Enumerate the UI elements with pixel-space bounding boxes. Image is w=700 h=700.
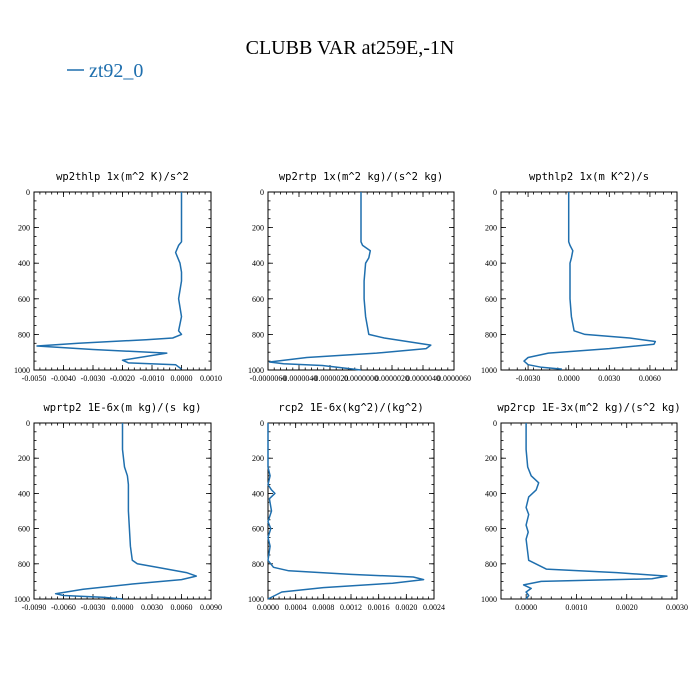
- y-tick-label: 200: [18, 454, 30, 463]
- y-tick-label: 400: [485, 489, 497, 498]
- y-tick-label: 600: [18, 525, 30, 534]
- x-tick-label: 0.0090: [200, 603, 222, 612]
- legend: zt92_0: [67, 60, 143, 82]
- legend-label: zt92_0: [89, 60, 143, 82]
- x-tick-label: -0.0030: [81, 374, 106, 383]
- x-tick-label: 0.0010: [565, 603, 587, 612]
- series-line: [268, 192, 432, 371]
- x-tick-label: -0.0030: [81, 603, 106, 612]
- x-tick-label: 0.0020: [395, 603, 417, 612]
- chart-panel: wp2rcp 1E-3x(m^2 kg)/(s^2 kg)0 200 400 600 8…: [481, 402, 688, 612]
- x-tick-label: 0.0030: [666, 603, 688, 612]
- x-tick-label: -0.0000060: [250, 374, 287, 383]
- chart-panel: wp2thlp 1x(m^2 K)/s^202004006008001000-0…: [14, 171, 222, 383]
- x-tick-label: -0.0050: [22, 374, 47, 383]
- y-tick-label: 400: [18, 489, 30, 498]
- y-tick-label: 0: [260, 419, 264, 428]
- series-line: [36, 192, 183, 370]
- x-tick-label: 0.0024: [423, 603, 445, 612]
- series-line: [267, 423, 425, 600]
- x-tick-label: 0.0012: [340, 603, 362, 612]
- x-tick-label: 0.0000020: [375, 374, 409, 383]
- y-tick-label: 200: [252, 224, 264, 233]
- x-tick-label: -0.0030: [516, 374, 541, 383]
- y-tick-label: 600: [252, 295, 264, 304]
- y-tick-label: 600: [252, 525, 264, 534]
- chart-panel: wprtp2 1E-6x(m kg)/(s kg) 0 200 400 600 800 10…: [14, 402, 222, 612]
- y-tick-label: 400: [485, 259, 497, 268]
- x-tick-label: -0.0090: [22, 603, 47, 612]
- y-tick-label: 600: [18, 295, 30, 304]
- y-tick-label: 800: [18, 560, 30, 569]
- y-tick-label: 1000: [14, 595, 30, 604]
- y-tick-label: 1000: [248, 595, 264, 604]
- plot-frame: [267, 422, 435, 600]
- series-line: [522, 423, 668, 600]
- x-tick-label: -0.0020: [110, 374, 135, 383]
- y-tick-label: 1000: [14, 366, 30, 375]
- x-tick-label: 0.0000: [515, 603, 537, 612]
- x-tick-label: 0.0000060: [437, 374, 471, 383]
- y-tick-label: 800: [252, 330, 264, 339]
- x-tick-label: -0.0000020: [312, 374, 349, 383]
- x-tick-label: 0.0004: [285, 603, 307, 612]
- y-tick-label: 0: [260, 188, 264, 197]
- figure-title: CLUBB VAR at259E,-1N: [246, 37, 455, 59]
- chart-panel: wp2rtp 1x(m^2 kg)/(s^2 kg) 0 200 400 600 800 1…: [248, 171, 471, 383]
- x-tick-label: -0.0060: [51, 603, 76, 612]
- x-tick-label: 0.0000: [257, 603, 279, 612]
- x-tick-label: 0.0016: [368, 603, 390, 612]
- panel-title: rcp2 1E-6x(kg^2)/(kg^2): [278, 402, 423, 414]
- plot-frame: [500, 191, 678, 371]
- y-tick-label: 200: [252, 454, 264, 463]
- y-tick-label: 0: [493, 188, 497, 197]
- x-tick-label: 0.0060: [171, 603, 193, 612]
- x-tick-label: 0.0020: [616, 603, 638, 612]
- y-tick-label: 1000: [481, 366, 497, 375]
- x-tick-label: 0.0000: [558, 374, 580, 383]
- x-tick-label: 0.0030: [598, 374, 620, 383]
- y-tick-label: 800: [485, 330, 497, 339]
- y-tick-label: 800: [18, 330, 30, 339]
- x-tick-label: 0.0000: [112, 603, 134, 612]
- y-tick-label: 400: [18, 259, 30, 268]
- y-tick-label: 200: [18, 224, 30, 233]
- x-tick-label: 0.0030: [141, 603, 163, 612]
- y-tick-label: 400: [252, 489, 264, 498]
- series-line: [54, 423, 198, 600]
- panel-title: wp2rcp 1E-3x(m^2 kg)/(s^2 kg): [497, 402, 680, 414]
- y-tick-label: 600: [485, 525, 497, 534]
- panel-title: wp2thlp 1x(m^2 K)/s^2: [56, 171, 189, 183]
- panel-title: wp2rtp 1x(m^2 kg)/(s^2 kg): [279, 171, 443, 183]
- y-tick-label: 400: [252, 259, 264, 268]
- x-tick-label: 0.0060: [639, 374, 661, 383]
- y-tick-label: 200: [485, 454, 497, 463]
- chart-panel: rcp2 1E-6x(kg^2)/(kg^2) 0 200 400 600 800 1000…: [248, 402, 445, 612]
- plot-frame: [33, 191, 212, 371]
- chart-panel: wpthlp2 1x(m K^2)/s 0 200 400 600 800 1000 -0.0…: [481, 171, 678, 383]
- panel-title: wpthlp2 1x(m K^2)/s: [529, 171, 649, 183]
- y-tick-label: 0: [493, 419, 497, 428]
- y-tick-label: 1000: [248, 366, 264, 375]
- x-tick-label: -0.0040: [51, 374, 76, 383]
- x-tick-label: 0.0000000: [344, 374, 378, 383]
- y-tick-label: 800: [252, 560, 264, 569]
- y-tick-label: 0: [26, 188, 30, 197]
- y-tick-label: 200: [485, 224, 497, 233]
- x-tick-label: 0.0010: [200, 374, 222, 383]
- x-tick-label: -0.0000040: [281, 374, 318, 383]
- y-tick-label: 600: [485, 295, 497, 304]
- x-tick-label: -0.0010: [140, 374, 165, 383]
- x-tick-label: 0.0008: [312, 603, 334, 612]
- panel-title: wprtp2 1E-6x(m kg)/(s kg): [43, 402, 201, 414]
- x-tick-label: 0.0000: [171, 374, 193, 383]
- series-line: [523, 192, 657, 370]
- y-tick-label: 1000: [481, 595, 497, 604]
- y-tick-label: 0: [26, 419, 30, 428]
- panels: wp2thlp 1x(m^2 K)/s^202004006008001000-0…: [14, 171, 688, 612]
- y-tick-label: 800: [485, 560, 497, 569]
- x-tick-label: 0.0000040: [406, 374, 440, 383]
